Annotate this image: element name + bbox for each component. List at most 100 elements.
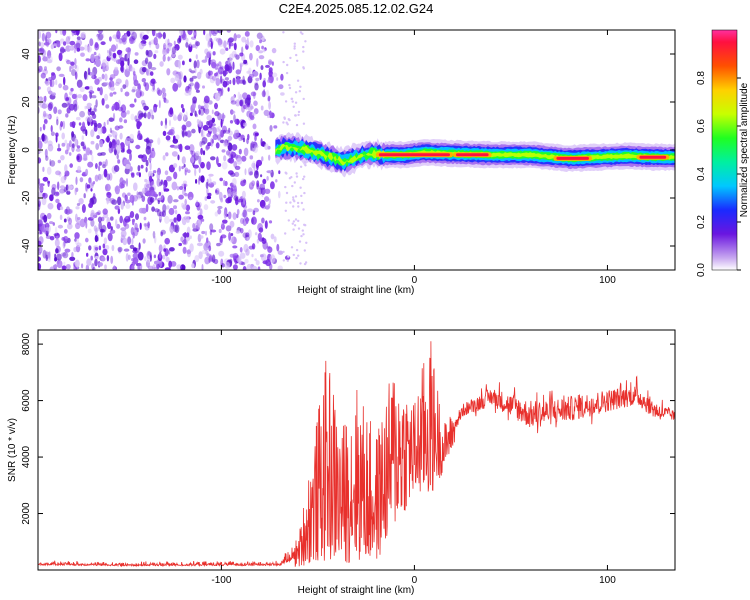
noise-speckle — [63, 49, 67, 53]
noise-speckle — [204, 55, 208, 61]
noise-speckle — [236, 158, 243, 165]
noise-edge-speckle — [304, 261, 308, 264]
noise-speckle — [262, 260, 268, 265]
x-tick-label: -100 — [211, 575, 231, 586]
noise-speckle — [211, 109, 214, 115]
noise-speckle — [230, 191, 237, 197]
noise-speckle — [42, 123, 46, 131]
noise-speckle — [105, 104, 110, 109]
noise-edge-speckle — [290, 97, 294, 101]
noise-speckle — [106, 196, 109, 205]
noise-speckle — [38, 191, 43, 199]
noise-speckle — [43, 119, 48, 125]
noise-speckle — [106, 119, 109, 125]
noise-speckle — [200, 147, 204, 155]
y-tick-label: 20 — [21, 96, 32, 108]
noise-speckle — [82, 144, 87, 152]
noise-speckle — [212, 134, 218, 140]
noise-speckle — [144, 57, 149, 65]
noise-speckle — [215, 127, 220, 133]
noise-speckle — [76, 155, 80, 161]
noise-speckle — [119, 117, 123, 123]
colorbar-tick-label: 0.0 — [696, 263, 707, 277]
noise-speckle — [235, 230, 241, 234]
noise-speckle — [79, 177, 84, 183]
noise-speckle — [181, 124, 187, 131]
noise-speckle — [164, 170, 169, 176]
noise-speckle — [199, 235, 204, 239]
noise-speckle — [83, 193, 86, 199]
noise-speckle — [94, 247, 99, 251]
noise-speckle — [90, 255, 93, 261]
noise-edge-speckle — [295, 172, 298, 175]
noise-speckle — [47, 50, 52, 59]
noise-speckle — [97, 122, 102, 129]
noise-speckle — [182, 188, 186, 196]
noise-speckle — [208, 182, 215, 188]
noise-speckle — [239, 197, 243, 201]
noise-speckle — [238, 134, 244, 141]
noise-speckle — [195, 150, 201, 156]
noise-speckle — [125, 199, 131, 204]
noise-speckle — [157, 199, 160, 205]
noise-speckle — [91, 71, 95, 80]
noise-speckle — [79, 86, 85, 93]
noise-speckle — [185, 42, 189, 48]
noise-speckle — [98, 221, 102, 231]
noise-speckle — [152, 170, 157, 174]
noise-speckle — [152, 81, 155, 91]
noise-speckle — [164, 267, 171, 270]
noise-speckle — [101, 126, 107, 134]
noise-speckle — [270, 233, 275, 240]
noise-speckle — [130, 67, 136, 72]
noise-edge-speckle — [295, 53, 298, 57]
noise-speckle — [73, 246, 78, 253]
noise-edge-speckle — [301, 32, 304, 35]
noise-speckle — [232, 264, 238, 270]
noise-speckle — [45, 31, 52, 39]
noise-speckle — [53, 233, 59, 237]
noise-speckle — [201, 230, 206, 235]
noise-edge-speckle — [302, 233, 305, 236]
noise-speckle — [199, 208, 203, 216]
noise-speckle — [251, 265, 258, 270]
noise-speckle — [129, 133, 135, 142]
noise-edge-speckle — [291, 100, 294, 103]
snr-x-ticks: -100 0 100 — [211, 330, 616, 586]
noise-speckle — [65, 184, 69, 191]
noise-speckle — [174, 209, 178, 215]
noise-speckle — [230, 233, 234, 236]
noise-speckle — [229, 53, 234, 60]
noise-speckle — [108, 141, 113, 149]
noise-edge-speckle — [282, 259, 285, 262]
noise-speckle — [170, 77, 176, 84]
noise-speckle — [63, 229, 68, 234]
noise-edge-speckle — [304, 224, 307, 227]
noise-speckle — [212, 51, 216, 56]
noise-speckle — [120, 65, 125, 73]
noise-speckle — [184, 145, 191, 150]
noise-speckle — [120, 230, 127, 238]
noise-speckle — [174, 44, 180, 51]
noise-speckle — [276, 77, 279, 81]
noise-speckle — [129, 211, 135, 218]
noise-speckle — [95, 99, 98, 108]
noise-speckle — [253, 146, 258, 153]
noise-speckle — [251, 253, 254, 258]
noise-speckle — [100, 126, 103, 135]
noise-speckle — [131, 31, 138, 40]
signal-strong-core — [556, 156, 589, 160]
noise-speckle — [214, 92, 221, 102]
noise-speckle — [175, 134, 180, 140]
noise-speckle — [254, 258, 257, 262]
noise-speckle — [86, 46, 92, 53]
noise-speckle — [87, 150, 90, 154]
noise-speckle — [161, 87, 166, 94]
noise-speckle — [101, 59, 108, 67]
noise-speckle — [89, 85, 93, 91]
noise-speckle — [157, 89, 163, 96]
noise-speckle — [116, 153, 119, 160]
noise-speckle — [218, 250, 225, 257]
noise-speckle — [87, 67, 91, 76]
snr-y-label: SNR (10 * v/v) — [7, 418, 18, 482]
